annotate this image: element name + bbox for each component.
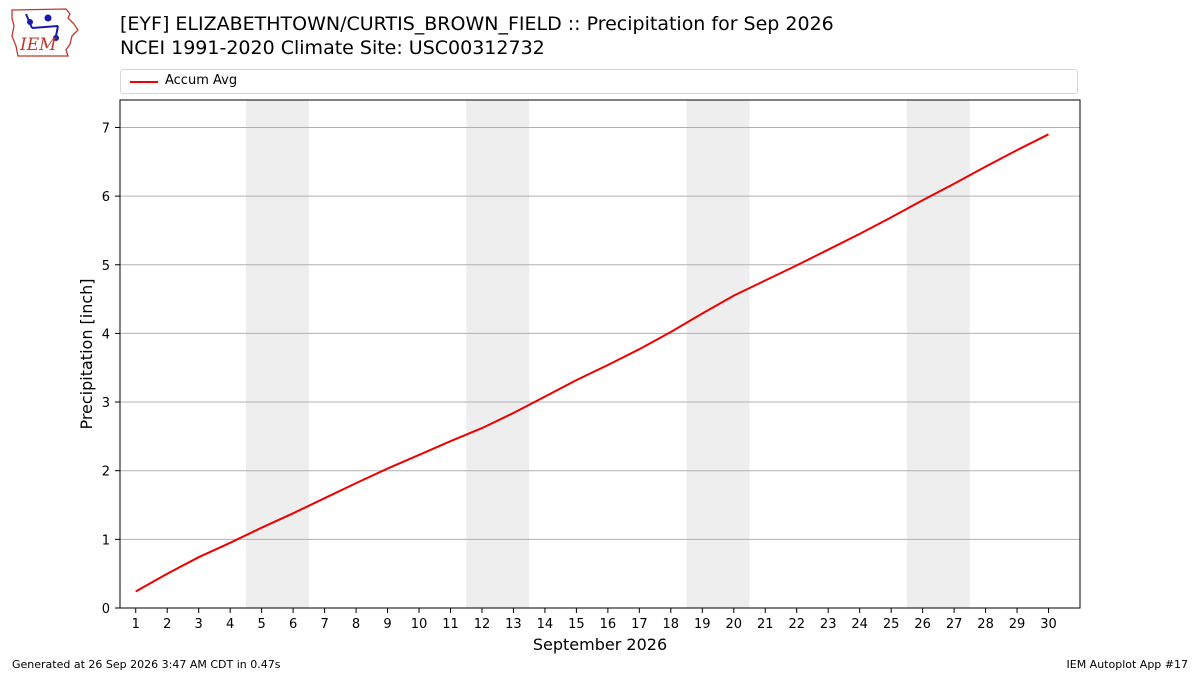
x-tick-label: 22 xyxy=(788,617,805,632)
x-tick-label: 27 xyxy=(946,617,963,632)
x-tick-label: 15 xyxy=(568,617,585,632)
x-axis-label: September 2026 xyxy=(533,635,667,654)
logo-text: IEM xyxy=(19,35,57,55)
x-tick-label: 12 xyxy=(474,617,491,632)
weekend-bands xyxy=(245,100,970,608)
x-tick-label: 2 xyxy=(163,617,171,632)
footer-app-text: IEM Autoplot App #17 xyxy=(1066,658,1189,671)
y-tick-label: 3 xyxy=(102,396,110,411)
iem-logo: IEM xyxy=(11,8,79,57)
y-tick-label: 0 xyxy=(102,602,110,617)
y-axis-label: Precipitation [inch] xyxy=(77,278,96,429)
x-tick-label: 8 xyxy=(352,617,360,632)
weekend-band xyxy=(466,100,530,608)
weather-station-icon xyxy=(25,13,59,41)
x-tick-label: 4 xyxy=(226,617,234,632)
x-tick-label: 28 xyxy=(977,617,994,632)
y-tick-label: 4 xyxy=(102,327,110,342)
y-tick-label: 2 xyxy=(102,465,110,480)
y-tick-label: 5 xyxy=(102,259,110,274)
x-tick-label: 26 xyxy=(914,617,931,632)
x-tick-label: 17 xyxy=(631,617,648,632)
chart-title-line1: [EYF] ELIZABETHTOWN/CURTIS_BROWN_FIELD :… xyxy=(120,13,834,35)
y-tick-label: 6 xyxy=(102,190,110,205)
y-tick-label: 7 xyxy=(102,121,110,136)
x-tick-label: 1 xyxy=(132,617,140,632)
footer-generated-text: Generated at 26 Sep 2026 3:47 AM CDT in … xyxy=(12,658,281,671)
x-tick-label: 6 xyxy=(289,617,297,632)
chart-title: [EYF] ELIZABETHTOWN/CURTIS_BROWN_FIELD :… xyxy=(120,12,834,60)
x-tick-label: 3 xyxy=(195,617,203,632)
weekend-band xyxy=(686,100,750,608)
series-layer xyxy=(135,133,1049,593)
x-tick-label: 30 xyxy=(1040,617,1057,632)
x-tick-label: 10 xyxy=(411,617,428,632)
series-line-accum-avg xyxy=(135,133,1049,593)
x-tick-label: 5 xyxy=(257,617,265,632)
chart-title-line2: NCEI 1991-2020 Climate Site: USC00312732 xyxy=(120,37,545,59)
x-tick-label: 13 xyxy=(505,617,522,632)
gridlines xyxy=(120,126,1080,609)
legend: Accum Avg xyxy=(120,69,1078,94)
x-tick-label: 24 xyxy=(851,617,868,632)
x-tick-label: 25 xyxy=(883,617,900,632)
legend-label-accum-avg: Accum Avg xyxy=(165,73,238,88)
x-tick-label: 11 xyxy=(442,617,459,632)
x-tick-label: 23 xyxy=(820,617,837,632)
x-tick-label: 29 xyxy=(1009,617,1026,632)
y-axis: 0 1 2 3 4 5 6 7 xyxy=(102,121,120,617)
x-tick-label: 16 xyxy=(600,617,617,632)
y-tick-label: 1 xyxy=(102,533,110,548)
x-tick-label: 18 xyxy=(663,617,680,632)
x-tick-label: 9 xyxy=(383,617,391,632)
x-tick-label: 14 xyxy=(537,617,554,632)
x-tick-label: 21 xyxy=(757,617,774,632)
x-tick-label: 20 xyxy=(725,617,742,632)
x-axis: 1 2 3 4 5 6 7 8 9 10 11 12 13 14 15 16 17 18 19 20 21 22 23 24 2… xyxy=(132,608,1057,632)
iowa-outline-icon xyxy=(11,8,79,57)
x-tick-label: 19 xyxy=(694,617,711,632)
weekend-band xyxy=(906,100,970,608)
plot-frame xyxy=(119,99,1081,609)
weekend-band xyxy=(245,100,309,608)
x-tick-label: 7 xyxy=(320,617,328,632)
legend-swatch-accum-avg xyxy=(130,81,158,83)
